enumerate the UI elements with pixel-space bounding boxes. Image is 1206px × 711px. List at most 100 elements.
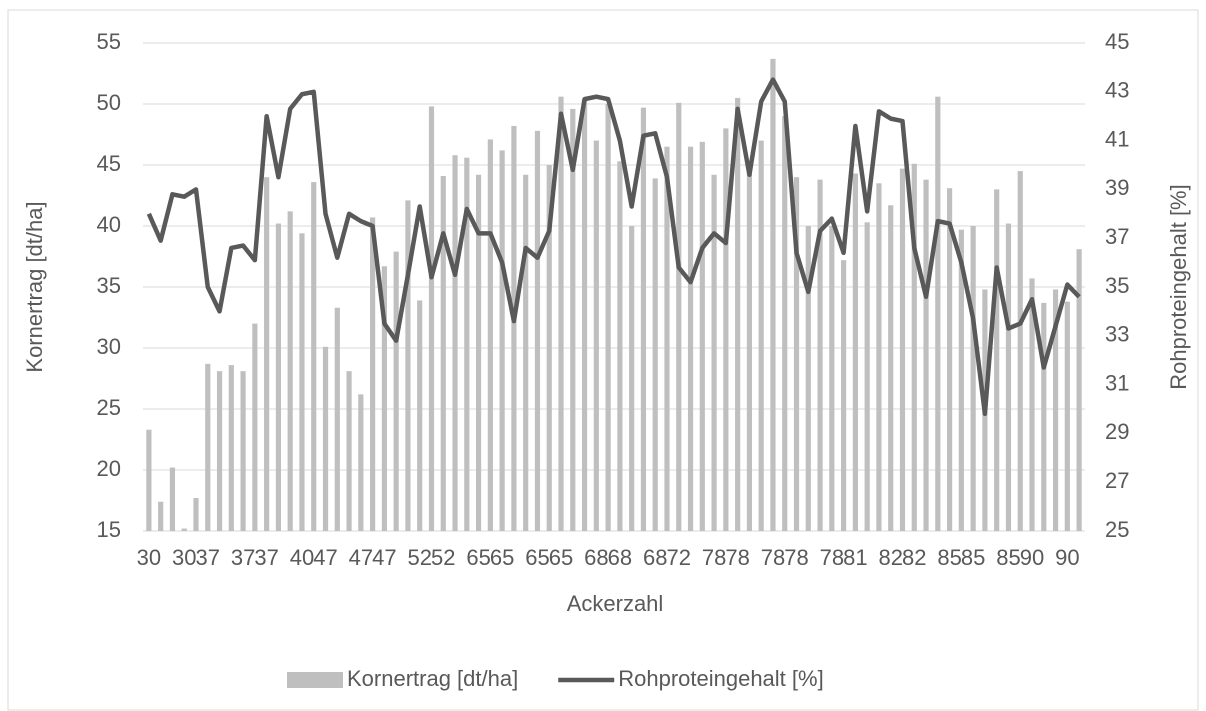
x-tick-label: 40: [290, 545, 314, 570]
bar: [252, 323, 258, 531]
bar: [558, 96, 564, 532]
bar: [275, 223, 282, 531]
bar: [464, 157, 470, 531]
legend-swatch: [287, 672, 343, 688]
x-tick-label: 68: [643, 545, 667, 570]
y2-tick-label: 39: [1105, 175, 1129, 200]
bar: [664, 146, 670, 531]
y2-axis-title: Rohproteingehalt [%]: [1166, 184, 1191, 389]
bar: [593, 140, 599, 531]
bar: [652, 178, 658, 532]
chart-border: [7, 9, 1199, 711]
bar: [1076, 249, 1082, 531]
y2-tick-label: 29: [1105, 419, 1129, 444]
bar: [1017, 171, 1023, 531]
bar: [146, 429, 152, 531]
x-tick-label: 78: [820, 545, 844, 570]
x-tick-label: 81: [843, 545, 867, 570]
x-tick-label: 78: [725, 545, 749, 570]
bar: [499, 150, 505, 532]
y2-tick-label: 41: [1105, 126, 1129, 151]
bar: [676, 102, 682, 531]
bar: [699, 141, 705, 531]
bar: [346, 371, 352, 531]
bar: [428, 106, 435, 531]
y2-tick-label: 45: [1105, 29, 1129, 54]
y-tick-label: 15: [97, 517, 121, 542]
y-tick-label: 50: [97, 90, 121, 115]
bar: [417, 300, 423, 531]
bar: [216, 371, 223, 531]
bar: [711, 174, 717, 531]
x-tick-label: 78: [761, 545, 785, 570]
x-tick-label: 47: [313, 545, 337, 570]
bar: [264, 177, 270, 531]
bar: [169, 467, 176, 531]
bar: [311, 182, 317, 531]
y-tick-label: 45: [97, 151, 121, 176]
x-tick-label: 68: [608, 545, 632, 570]
bar: [758, 140, 764, 531]
bar: [1041, 302, 1047, 531]
x-axis-title: Ackerzahl: [567, 591, 664, 616]
bar: [358, 394, 364, 531]
x-tick-label: 85: [961, 545, 985, 570]
bar: [534, 130, 541, 531]
bar: [994, 189, 1000, 531]
x-tick-label: 30: [172, 545, 196, 570]
bar: [723, 128, 729, 531]
x-tick-label: 65: [466, 545, 490, 570]
y2-tick-label: 31: [1105, 370, 1129, 395]
bar: [1064, 301, 1070, 531]
bar: [946, 188, 953, 531]
x-tick-label: 72: [667, 545, 691, 570]
bar: [546, 165, 552, 531]
bar: [899, 168, 906, 531]
bar: [605, 104, 611, 531]
bar: [782, 116, 788, 531]
y-tick-label: 40: [97, 212, 121, 237]
bar: [475, 174, 482, 531]
bar: [911, 163, 917, 531]
x-tick-label: 78: [784, 545, 808, 570]
bar: [228, 365, 234, 531]
y2-tick-label: 37: [1105, 224, 1129, 249]
bar: [958, 229, 964, 531]
y-tick-label: 55: [97, 29, 121, 54]
bar: [287, 211, 293, 532]
bar: [393, 251, 399, 531]
x-tick-label: 37: [231, 545, 255, 570]
legend-label: Kornertrag [dt/ha]: [347, 666, 518, 691]
bar: [511, 125, 517, 532]
line: [146, 77, 1081, 417]
x-tick-label: 85: [996, 545, 1020, 570]
bar: [381, 266, 387, 531]
bar: [841, 260, 847, 531]
bar: [570, 108, 576, 531]
bar: [322, 346, 329, 531]
bar: [829, 226, 835, 531]
x-tick-label: 68: [584, 545, 608, 570]
bar: [805, 226, 811, 531]
bar: [970, 226, 976, 531]
y-tick-label: 35: [97, 273, 121, 298]
bar: [452, 155, 458, 532]
x-tick-label: 90: [1020, 545, 1044, 570]
bar: [523, 174, 529, 531]
bar: [1005, 223, 1012, 531]
bar: [370, 217, 376, 531]
y2-tick-label: 43: [1105, 78, 1129, 103]
y2-tick-label: 33: [1105, 322, 1129, 347]
bar: [334, 307, 340, 531]
x-tick-label: 37: [254, 545, 278, 570]
bar: [876, 183, 882, 532]
y2-tick-label: 35: [1105, 273, 1129, 298]
bar: [852, 173, 858, 532]
bar: [158, 501, 164, 531]
bar: [205, 363, 211, 531]
bar: [617, 161, 623, 531]
bar: [746, 165, 753, 531]
x-tick-label: 65: [490, 545, 514, 570]
bar: [923, 179, 929, 531]
